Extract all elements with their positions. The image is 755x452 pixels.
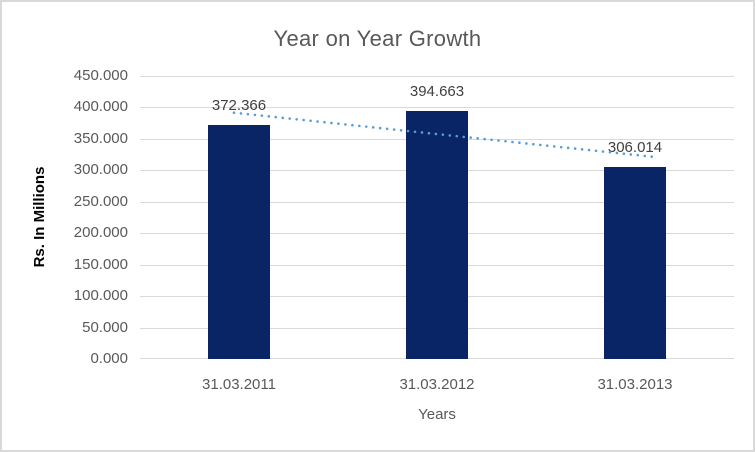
x-tick-label: 31.03.2013	[597, 376, 673, 393]
bar-data-label: 394.663	[409, 82, 465, 100]
y-tick-label: 200.000	[73, 224, 128, 241]
y-tick-label: 350.000	[73, 130, 128, 147]
gridline	[140, 76, 734, 77]
x-tick-label: 31.03.2011	[202, 376, 276, 393]
bar	[208, 124, 270, 359]
plot-area: 372.366 394.663 306.014	[140, 76, 734, 359]
y-tick-label: 50.000	[82, 319, 128, 336]
y-tick-label: 150.000	[73, 256, 128, 273]
y-tick-label: 100.000	[73, 287, 128, 304]
gridline	[140, 107, 734, 108]
bar-data-label: 372.366	[211, 96, 267, 114]
y-tick-label: 300.000	[73, 161, 128, 178]
x-axis-title: Years	[418, 406, 456, 423]
y-tick-label: 400.000	[73, 98, 128, 115]
x-tick-label: 31.03.2012	[399, 376, 475, 393]
y-tick-label: 450.000	[73, 67, 128, 84]
bar	[604, 166, 666, 359]
bar	[406, 110, 468, 359]
y-tick-label: 0.000	[90, 350, 128, 367]
y-tick-label: 250.000	[73, 193, 128, 210]
chart-title: Year on Year Growth	[273, 26, 482, 51]
bar-data-label: 306.014	[607, 138, 663, 156]
